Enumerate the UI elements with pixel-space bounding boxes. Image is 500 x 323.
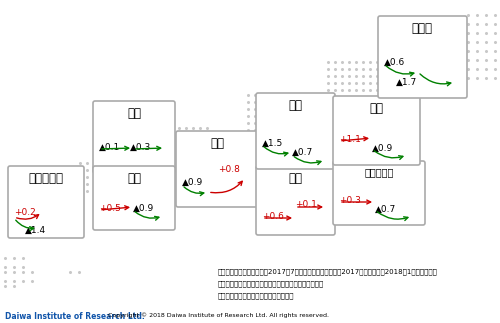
FancyBboxPatch shape: [93, 101, 175, 173]
Text: 東海: 東海: [288, 172, 302, 185]
Text: ▲0.7: ▲0.7: [292, 148, 313, 157]
Text: （注２）矢印の赤は上昇、グレーが横ばい、緑が低下。: （注２）矢印の赤は上昇、グレーが横ばい、緑が低下。: [218, 280, 324, 287]
Text: ▲0.9: ▲0.9: [182, 178, 203, 187]
Text: ▲0.7: ▲0.7: [375, 205, 396, 214]
Text: +0.5: +0.5: [99, 204, 121, 213]
Text: +0.1: +0.1: [295, 200, 317, 209]
Text: +0.2: +0.2: [14, 208, 36, 217]
Text: +0.8: +0.8: [218, 165, 240, 174]
Text: 中国: 中国: [127, 107, 141, 120]
Text: （出所）日本銀行資料より大和総研作成: （出所）日本銀行資料より大和総研作成: [218, 292, 294, 298]
FancyBboxPatch shape: [8, 166, 84, 238]
Text: +0.6: +0.6: [262, 212, 284, 221]
Text: +1.1: +1.1: [339, 135, 361, 144]
FancyBboxPatch shape: [93, 166, 175, 230]
Text: （注１）各地域の数値は、2017年7月から１０月の変化幅と2017年１０月から2018年1月の変化幅。: （注１）各地域の数値は、2017年7月から１０月の変化幅と2017年１０月から2…: [218, 268, 438, 275]
Text: ▲0.3: ▲0.3: [130, 143, 151, 152]
Text: Copyright © 2018 Daiwa Institute of Research Ltd. All rights reserved.: Copyright © 2018 Daiwa Institute of Rese…: [108, 312, 329, 318]
Text: ▲0.1: ▲0.1: [99, 143, 120, 152]
FancyBboxPatch shape: [333, 161, 425, 225]
Text: 九州・沖縄: 九州・沖縄: [28, 172, 64, 185]
Text: 北陸: 北陸: [288, 99, 302, 112]
Text: 近畿: 近畿: [210, 137, 224, 150]
Text: ▲1.4: ▲1.4: [25, 226, 46, 235]
FancyBboxPatch shape: [256, 166, 335, 235]
Text: ▲1.7: ▲1.7: [396, 78, 417, 87]
Text: ▲0.9: ▲0.9: [372, 144, 393, 153]
Text: +0.3: +0.3: [339, 196, 361, 205]
FancyBboxPatch shape: [256, 93, 335, 169]
FancyBboxPatch shape: [333, 96, 420, 165]
Text: 東北: 東北: [369, 102, 383, 115]
Text: ▲1.5: ▲1.5: [262, 139, 283, 148]
Text: 四国: 四国: [127, 172, 141, 185]
Text: 北海道: 北海道: [412, 22, 432, 35]
Text: ▲0.9: ▲0.9: [133, 204, 154, 213]
Text: 関東甲信越: 関東甲信越: [364, 167, 394, 177]
FancyBboxPatch shape: [378, 16, 467, 98]
Text: Daiwa Institute of Research Ltd.: Daiwa Institute of Research Ltd.: [5, 312, 145, 321]
FancyBboxPatch shape: [176, 131, 258, 207]
Text: ▲0.6: ▲0.6: [384, 58, 405, 67]
